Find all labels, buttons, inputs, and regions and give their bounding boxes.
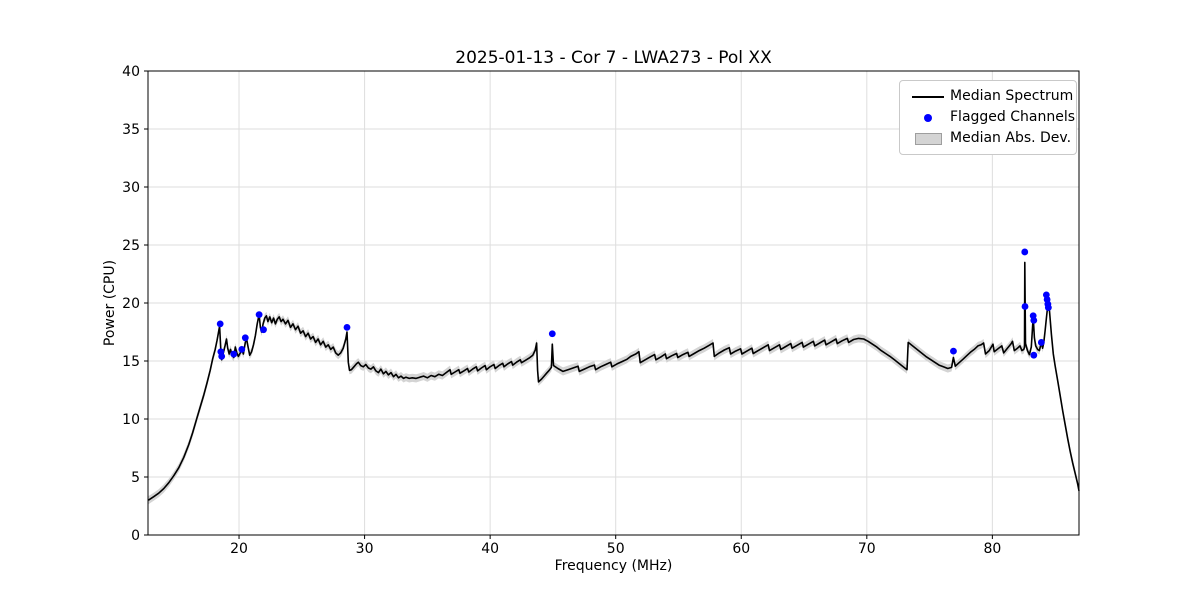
legend-item-median-abs-dev: Median Abs. Dev. (906, 128, 1072, 149)
legend-point-marker (906, 113, 950, 122)
flagged-channel-point (1030, 317, 1038, 324)
median-spectrum-line (147, 261, 1080, 501)
x-tick-label: 20 (230, 541, 248, 557)
x-tick-label: 60 (732, 541, 750, 557)
legend-patch-marker (906, 132, 950, 145)
flagged-channel-point (260, 326, 267, 334)
x-tick-label: 40 (481, 541, 499, 557)
y-tick-label: 5 (131, 470, 140, 486)
flagged-channel-point (950, 347, 957, 355)
legend-line-marker (906, 95, 950, 98)
legend-label-median-abs-dev: Median Abs. Dev. (950, 130, 1072, 146)
x-tick-label: 80 (983, 541, 1001, 557)
legend: Median Spectrum Flagged Channels Median … (899, 80, 1077, 155)
y-tick-label: 10 (122, 412, 140, 428)
x-axis-label: Frequency (MHz) (554, 558, 673, 574)
mad-band (148, 258, 1079, 505)
flagged-channel-point (230, 350, 238, 358)
flagged-channel-point (218, 352, 226, 360)
y-tick-label: 25 (122, 238, 140, 254)
x-tick-label: 30 (356, 541, 374, 557)
legend-label-flagged-channels: Flagged Channels (950, 109, 1076, 125)
x-tick-label: 50 (607, 541, 625, 557)
flagged-channel-point (548, 330, 556, 338)
legend-label-median-spectrum: Median Spectrum (950, 88, 1074, 104)
y-axis-label: Power (CPU) (102, 259, 118, 347)
flagged-channel-point (241, 334, 249, 342)
flagged-channel-point (343, 323, 351, 331)
legend-item-median-spectrum: Median Spectrum (906, 86, 1073, 107)
x-tick-label: 70 (858, 541, 876, 557)
y-tick-label: 0 (131, 528, 140, 544)
flagged-channel-point (255, 311, 263, 318)
y-tick-label: 40 (122, 64, 140, 80)
flagged-channel-point (216, 320, 224, 328)
y-tick-label: 20 (122, 296, 140, 312)
chart-title: 2025-01-13 - Cor 7 - LWA273 - Pol XX (455, 48, 772, 68)
flagged-channel-point (238, 346, 246, 353)
y-tick-label: 30 (122, 180, 140, 196)
flagged-channel-point (1030, 351, 1038, 359)
flagged-channel-point (1044, 304, 1052, 312)
flagged-channel-point (1021, 248, 1029, 256)
legend-item-flagged-channels: Flagged Channels (906, 107, 1075, 128)
y-tick-label: 35 (122, 122, 140, 138)
y-tick-label: 15 (122, 354, 140, 370)
flagged-channel-point (1021, 303, 1029, 310)
flagged-channel-point (1037, 339, 1045, 346)
